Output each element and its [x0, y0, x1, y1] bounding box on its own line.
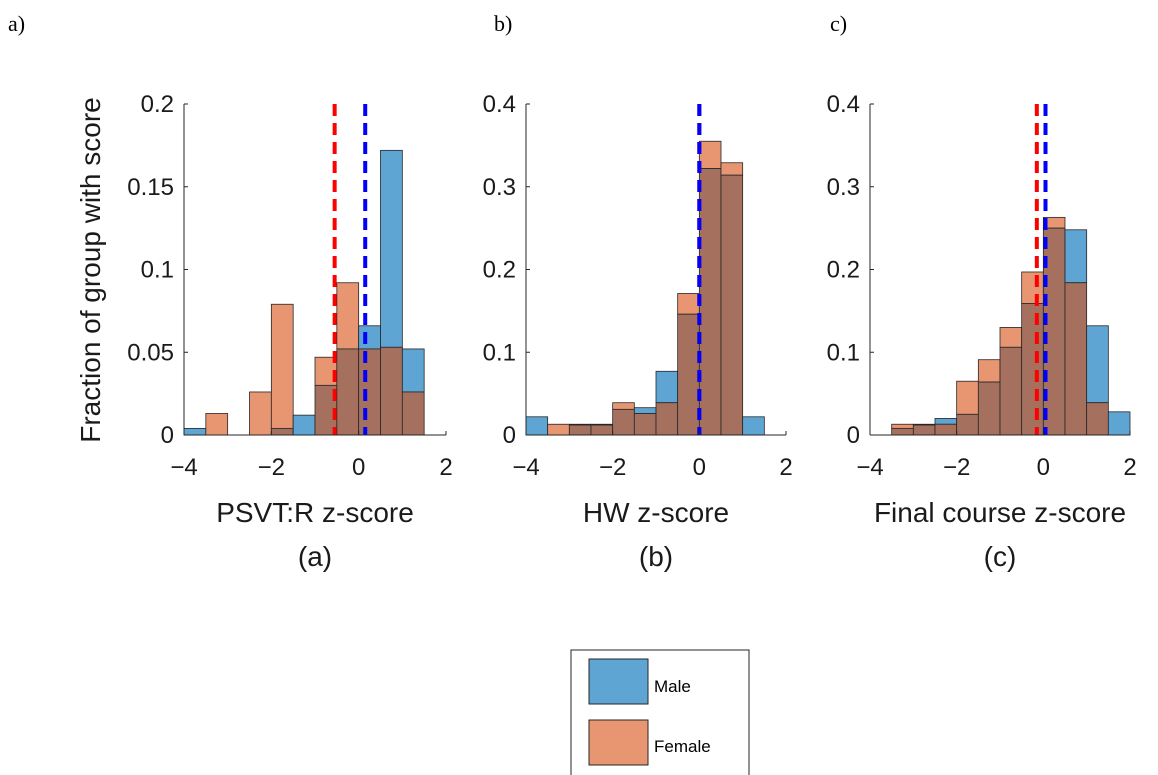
bar-male-0 — [525, 416, 549, 436]
bar-male-2 — [934, 418, 958, 425]
bar-overlap-10 — [401, 391, 425, 436]
bar-male-10 — [401, 348, 425, 393]
bar-female-3 — [249, 391, 272, 436]
x-tick-label: 2 — [779, 454, 792, 481]
y-tick-label: 0.4 — [483, 91, 516, 118]
bar-overlap-6 — [655, 402, 679, 436]
x-tick-label: 0 — [1037, 454, 1050, 481]
y-tick-label: 0 — [847, 422, 860, 449]
panel-letter-c: c) — [830, 11, 847, 36]
bar-overlap-0 — [891, 427, 914, 436]
chart-panel-3: 0 0.1 0.2 0.3 0.4 −4 −2 0 2 Final course z-score (… — [827, 91, 1137, 572]
y-tick-label: 0.3 — [483, 174, 516, 201]
bar-overlap-3 — [590, 424, 614, 436]
legend-swatch-female — [588, 719, 649, 766]
bar-male-9 — [1086, 325, 1109, 404]
bar-male-8 — [358, 325, 381, 350]
y-tick-label: 0.1 — [483, 339, 516, 366]
x-tick-label: −2 — [943, 454, 970, 481]
y-axis-label: Fraction of group with score — [75, 97, 106, 443]
bar-overlap-2 — [934, 423, 958, 436]
bar-female-1 — [205, 413, 229, 436]
bar-female-4 — [270, 303, 294, 429]
bar-overlap-1 — [912, 424, 936, 436]
bar-overlap-8 — [358, 348, 381, 436]
x-tick-label: 0 — [693, 454, 706, 481]
bar-male-8 — [1064, 229, 1088, 284]
bar-female-6 — [1021, 271, 1044, 304]
bar-female-4 — [612, 402, 635, 410]
bar-overlap-4 — [977, 381, 1001, 436]
bar-female-8 — [698, 140, 722, 169]
x-tick-label: 2 — [439, 454, 452, 481]
bar-overlap-4 — [270, 427, 294, 436]
y-tick-label: 0.1 — [827, 339, 860, 366]
panel-letter-b: b) — [494, 11, 512, 36]
y-tick-label: 0.2 — [483, 257, 516, 284]
x-axis-label: HW z-score — [583, 497, 729, 528]
bar-overlap-8 — [1064, 282, 1088, 436]
y-tick-label: 0.2 — [827, 257, 860, 284]
bar-male-5 — [633, 407, 657, 414]
y-tick-label: 0.2 — [141, 91, 174, 118]
chart-panel-1: 0 0.05 0.1 0.15 0.2 −4 −2 0 2 PSVT:R z-score (a) — [127, 91, 452, 572]
x-tick-label: −2 — [258, 454, 285, 481]
bar-overlap-8 — [698, 168, 722, 436]
bar-male-10 — [742, 416, 765, 436]
bar-overlap-5 — [633, 413, 657, 436]
x-axis-label: PSVT:R z-score — [216, 497, 414, 528]
bar-female-0 — [891, 423, 914, 429]
bar-overlap-7 — [336, 348, 360, 436]
panel-letters: a) b) c) — [8, 11, 847, 36]
bar-overlap-6 — [1021, 303, 1044, 436]
y-tick-label: 0 — [161, 422, 174, 449]
bar-overlap-5 — [999, 346, 1023, 436]
bar-male-10 — [1107, 411, 1131, 436]
panel-caption: (b) — [639, 541, 673, 572]
panel-caption: (c) — [984, 541, 1017, 572]
bar-overlap-4 — [612, 408, 635, 436]
x-tick-label: −2 — [599, 454, 626, 481]
x-tick-label: −4 — [512, 454, 539, 481]
bar-male-0 — [183, 427, 207, 436]
bar-overlap-2 — [568, 424, 592, 436]
bar-overlap-9 — [380, 346, 403, 436]
y-tick-label: 0.1 — [141, 257, 174, 284]
bar-overlap-7 — [677, 313, 700, 436]
bar-overlap-9 — [720, 174, 744, 436]
x-axis-label: Final course z-score — [874, 497, 1126, 528]
legend-label-female: Female — [654, 737, 711, 756]
x-tick-label: 2 — [1123, 454, 1136, 481]
bar-male-9 — [380, 149, 403, 348]
y-tick-label: 0.15 — [127, 174, 174, 201]
bar-overlap-3 — [956, 413, 979, 436]
bar-female-4 — [977, 359, 1001, 383]
bar-female-1 — [547, 423, 570, 436]
bar-female-5 — [999, 327, 1023, 348]
panel-caption: (a) — [298, 541, 332, 572]
legend-swatch-male — [588, 658, 649, 705]
legend-label-male: Male — [654, 677, 691, 696]
y-tick-label: 0.3 — [827, 174, 860, 201]
x-tick-label: 0 — [352, 454, 365, 481]
panel-letter-a: a) — [8, 11, 25, 36]
chart-panel-2: 0 0.1 0.2 0.3 0.4 −4 −2 0 2 HW z-score (b) — [483, 91, 793, 572]
y-tick-label: 0.05 — [127, 339, 174, 366]
bar-male-5 — [292, 414, 316, 436]
bar-female-3 — [956, 380, 979, 415]
bar-female-9 — [720, 162, 744, 176]
legend: Male Female — [570, 649, 750, 775]
y-tick-label: 0.4 — [827, 91, 860, 118]
bar-male-6 — [655, 370, 679, 404]
bar-female-7 — [336, 282, 360, 350]
x-tick-label: −4 — [170, 454, 197, 481]
bar-female-7 — [677, 293, 700, 315]
x-tick-label: −4 — [856, 454, 883, 481]
bar-overlap-9 — [1086, 402, 1109, 436]
y-tick-label: 0 — [503, 422, 516, 449]
